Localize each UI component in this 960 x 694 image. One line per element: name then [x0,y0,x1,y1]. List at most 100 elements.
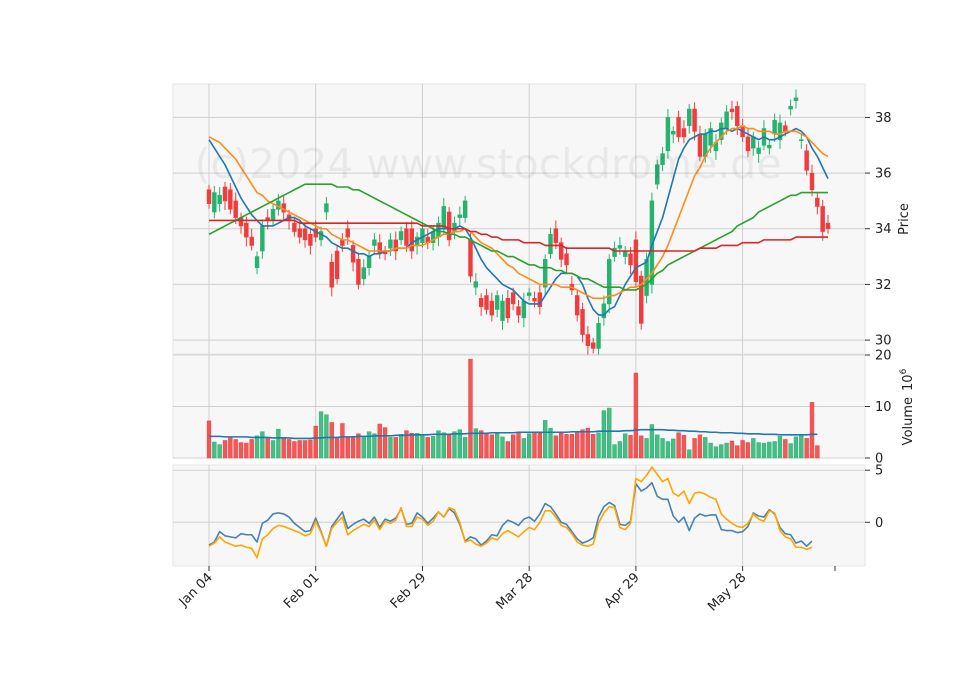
candlestick [409,220,414,259]
candle-body [623,250,628,257]
candle-body [510,292,516,305]
volume-bar [398,434,404,459]
candlestick [484,288,489,315]
candlestick [329,253,334,297]
volume-bar [697,434,703,459]
volume-bar [655,434,660,459]
candle-body [788,105,793,110]
candlestick [212,185,217,219]
candle-body [324,203,329,213]
candlestick [777,114,783,149]
volume-bar [409,433,414,459]
candlestick [729,100,735,120]
candlestick [388,233,393,257]
ma-mid-line [208,124,829,300]
volume-bar [270,440,276,459]
candle-body [767,144,772,149]
candlestick [233,192,238,225]
candle-body [665,117,671,152]
candlestick [404,222,409,252]
volume-bar [623,433,628,459]
oscillator-panel: 05 [172,464,883,567]
volume-bar [377,423,382,459]
volume-bar [308,439,313,459]
volume-ma-line [209,428,818,440]
candle-body [297,228,302,238]
candlestick [580,302,585,343]
oscillator-ytick-label: 0 [875,516,883,531]
candlestick [633,231,639,287]
ma-short-line [208,127,829,316]
candlestick [788,99,793,116]
candlestick [462,195,468,223]
candle-body [505,298,511,319]
volume-bar [708,442,713,459]
volume-bar [212,441,217,459]
candle-body [361,267,366,280]
candlestick [671,126,676,144]
candle-body [585,334,591,346]
volume-bar [633,372,639,459]
candle-body [329,261,334,288]
candlestick [655,159,660,190]
candlestick [350,240,356,272]
candlestick [505,289,511,323]
volume-bar [425,437,430,459]
volume-bar [809,402,815,459]
volume-bar [719,444,724,459]
volume-bar [404,430,409,459]
candlestick [553,220,559,250]
price-axis-label: Price [897,203,912,235]
candle-body [633,239,639,282]
candle-body [516,306,521,316]
candle-body [804,150,809,171]
candlestick [334,246,340,284]
candle-body [345,228,350,238]
volume-axis-label: Volume106 [899,368,916,445]
candle-body [809,172,815,191]
volume-bar [665,441,671,459]
volume-bar [713,446,719,459]
volume-bar [489,434,494,459]
candlestick [804,144,809,176]
candle-body [574,295,580,316]
volume-bar [607,407,612,459]
volume-bar [793,436,799,459]
volume-bar [244,442,249,459]
volume-bar [543,420,548,459]
candle-body [542,259,548,288]
candlestick [606,254,612,314]
candlestick [799,134,804,149]
volume-ytick-label: 10 [875,400,892,415]
candlestick [398,226,404,245]
candlestick [558,237,564,268]
volume-bar [436,430,441,459]
candle-body [270,208,276,221]
candlestick [676,110,681,142]
candlestick [809,164,815,197]
oscillator-background [172,464,866,567]
volume-bar [751,438,756,459]
volume-bar [302,440,308,459]
candle-body [687,108,692,127]
volume-bar [745,442,751,459]
volume-bar [532,431,537,459]
volume-ytick-label: 0 [875,452,883,467]
candle-body [532,298,537,302]
candlestick [457,206,463,227]
candlestick [244,216,249,247]
candle-body [473,281,479,288]
oscillator-line-1 [208,481,813,548]
candle-body [655,164,660,185]
candle-body [404,228,409,246]
candlestick [574,290,580,322]
candle-body [356,259,361,285]
volume-bar [281,437,286,459]
candlestick [494,290,500,318]
candlestick [510,287,516,311]
candle-body [233,200,238,218]
volume-bar [548,427,553,459]
candle-body [249,236,254,246]
candlestick [500,294,505,330]
price-ytick-label: 30 [875,334,892,349]
